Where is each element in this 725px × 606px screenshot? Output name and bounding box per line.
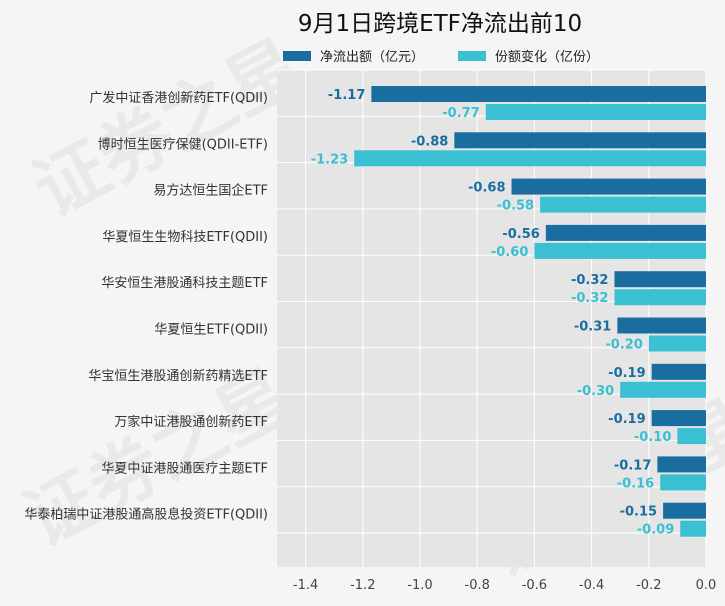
bar-share-change — [614, 289, 706, 306]
data-label: -0.88 — [411, 134, 448, 149]
x-axis: -1.4 -1.2 -1.0 -0.8 -0.6 -0.4 -0.2 0.0 — [293, 578, 716, 593]
x-tick-label: -1.0 — [407, 578, 432, 593]
bar-net-outflow — [545, 224, 706, 241]
bar-net-outflow — [617, 317, 706, 334]
x-tick-label: -0.6 — [522, 578, 547, 593]
data-label: -0.09 — [637, 523, 674, 538]
value-labels: -1.17 -0.77 -0.88 -1.23 -0.68 -0.58 -0.56 -0.60… — [311, 88, 675, 538]
y-tick-label: 华泰柏瑞中证港股通高股息投资ETF(QDII) — [24, 507, 268, 523]
x-tick-label: -0.2 — [636, 578, 661, 593]
y-tick-label: 广发中证香港创新药ETF(QDII) — [89, 90, 268, 106]
data-label: -0.58 — [497, 199, 534, 214]
bar-net-outflow — [511, 178, 706, 195]
x-tick-label: -0.4 — [579, 578, 604, 593]
bar-share-change — [534, 242, 706, 259]
data-label: -1.23 — [311, 152, 348, 167]
y-tick-label: 易方达恒生国企ETF — [153, 183, 268, 199]
bar-share-change — [680, 520, 706, 537]
data-label: -0.17 — [614, 458, 651, 473]
x-tick-label: 0.0 — [696, 578, 717, 593]
data-label: -0.19 — [608, 366, 645, 381]
x-tick-label: -1.4 — [293, 578, 318, 593]
bar-net-outflow — [651, 363, 706, 380]
bar-share-change — [620, 381, 706, 398]
bar-net-outflow — [663, 502, 706, 519]
y-tick-label: 万家中证港股通创新药ETF — [114, 414, 268, 430]
data-label: -0.31 — [574, 320, 611, 335]
x-tick-label: -1.2 — [350, 578, 375, 593]
bar-share-change — [485, 104, 706, 120]
legend-swatch — [458, 51, 486, 61]
y-tick-label: 华夏恒生生物科技ETF(QDII) — [102, 230, 268, 245]
legend: 净流出额（亿元） 份额变化（亿份） — [283, 49, 599, 65]
y-tick-label: 华夏恒生ETF(QDII) — [154, 323, 268, 338]
chart-title: 9月1日跨境ETF净流出前10 — [298, 11, 582, 37]
y-tick-label: 华宝恒生港股通创新药精选ETF — [88, 368, 268, 384]
data-label: -1.17 — [328, 88, 365, 103]
data-label: -0.32 — [571, 291, 608, 306]
bar-net-outflow — [454, 132, 706, 149]
legend-label: 份额变化（亿份） — [495, 49, 599, 65]
data-label: -0.19 — [608, 412, 645, 427]
bar-share-change — [660, 474, 706, 491]
data-label: -0.10 — [634, 430, 671, 445]
data-label: -0.30 — [577, 384, 614, 399]
legend-swatch — [283, 51, 311, 61]
bar-net-outflow — [371, 86, 706, 102]
legend-label: 净流出额（亿元） — [320, 50, 424, 65]
y-tick-label: 华夏中证港股通医疗主题ETF — [101, 461, 268, 476]
data-label: -0.32 — [571, 273, 608, 288]
bar-share-change — [677, 428, 706, 445]
y-tick-label: 博时恒生医疗保健(QDII-ETF) — [98, 137, 268, 152]
data-label: -0.56 — [502, 227, 539, 242]
bar-net-outflow — [657, 456, 706, 473]
bar-net-outflow — [651, 410, 706, 427]
bar-share-change — [540, 196, 706, 213]
y-axis: 广发中证香港创新药ETF(QDII) 博时恒生医疗保健(QDII-ETF) 易方达恒… — [24, 90, 268, 523]
data-label: -0.15 — [620, 505, 657, 520]
y-tick-label: 华安恒生港股通科技主题ETF — [101, 276, 268, 291]
data-label: -0.20 — [605, 338, 642, 353]
data-label: -0.77 — [442, 106, 479, 121]
bars — [354, 86, 706, 537]
bar-net-outflow — [614, 271, 706, 288]
bar-share-change — [354, 150, 706, 167]
data-label: -0.68 — [468, 181, 505, 196]
x-tick-label: -0.8 — [465, 578, 490, 593]
data-label: -0.16 — [617, 476, 654, 491]
bar-share-change — [648, 335, 706, 352]
data-label: -0.60 — [491, 245, 528, 260]
